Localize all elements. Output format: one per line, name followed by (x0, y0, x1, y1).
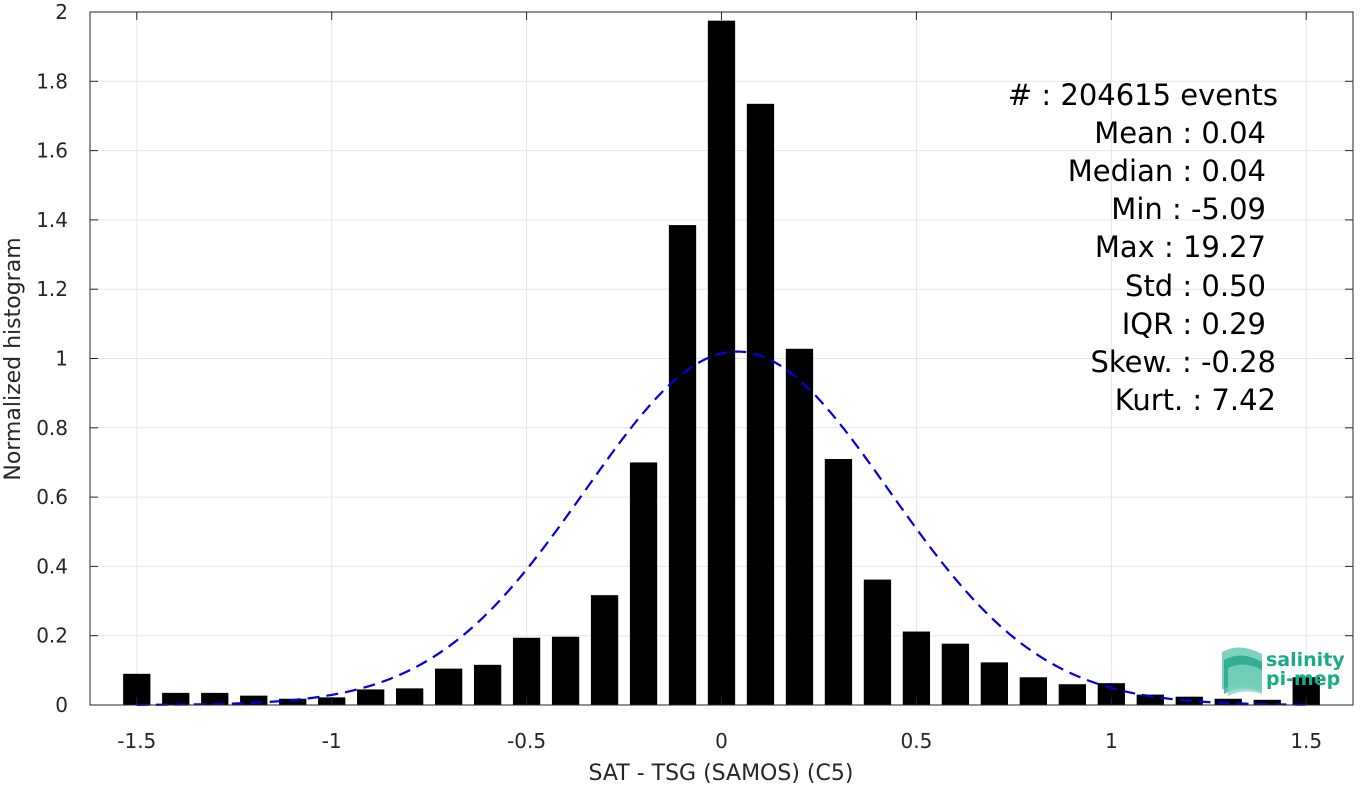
wave-logo-icon (1222, 647, 1262, 696)
y-axis-label: Normalized histogram (1, 237, 26, 480)
x-tick-label: 0.5 (901, 729, 933, 753)
x-tick-label: -1 (322, 729, 342, 753)
x-tick-label: -1.5 (117, 729, 156, 753)
histogram-bar (279, 698, 307, 705)
gaussian-fit-curve (136, 350, 1307, 706)
histogram-bar (1253, 699, 1281, 705)
x-axis-ticks: -1.5 -1 -0.5 0 0.5 1 1.5 (117, 12, 1322, 753)
x-tick-label: 0 (715, 729, 728, 753)
histogram-bar (590, 595, 619, 705)
histogram-bar (396, 688, 424, 705)
y-tick-label: 0 (55, 693, 68, 717)
histogram-bar (629, 462, 658, 705)
x-axis-label: SAT - TSG (SAMOS) (C5) (589, 761, 854, 785)
histogram-bar (434, 668, 463, 705)
histogram-bar (240, 695, 268, 705)
x-tick-label: 1.5 (1290, 729, 1322, 753)
histogram-bar (162, 692, 190, 705)
stat-mean: Mean : 0.04 (1094, 116, 1266, 150)
histogram-bar (941, 643, 970, 705)
histogram-bar (980, 662, 1009, 705)
histogram-bar (746, 103, 775, 705)
histogram-bar (357, 689, 385, 705)
histogram-bar (551, 636, 580, 705)
y-tick-label: 1.6 (36, 139, 68, 163)
y-tick-label: 1.8 (36, 69, 68, 93)
stat-skewness: Skew. : -0.28 (1090, 345, 1276, 379)
statistics-panel: # : 204615 events Mean : 0.04 Median : 0… (1008, 78, 1278, 417)
histogram-bar (1058, 684, 1086, 705)
histogram-bar (1097, 683, 1125, 705)
y-tick-label: 2 (55, 0, 68, 24)
histogram-bar (473, 664, 502, 705)
y-tick-label: 0.4 (36, 554, 68, 578)
y-tick-label: 1.4 (36, 208, 68, 232)
y-tick-label: 1 (55, 347, 68, 371)
stat-std: Std : 0.50 (1125, 269, 1266, 303)
stat-events: # : 204615 events (1008, 78, 1278, 112)
histogram-bar (1136, 694, 1164, 705)
histogram-bar (863, 579, 892, 705)
histogram-bar (1214, 698, 1242, 705)
histogram-bar (512, 637, 541, 705)
stat-kurtosis: Kurt. : 7.42 (1115, 383, 1276, 417)
salinity-pi-mep-logo: salinity pi-mep (1222, 647, 1345, 696)
stat-iqr: IQR : 0.29 (1122, 307, 1266, 341)
stat-median: Median : 0.04 (1068, 154, 1266, 188)
y-tick-label: 0.2 (36, 624, 68, 648)
histogram-bar (824, 458, 853, 705)
histogram-bar (668, 225, 697, 705)
histogram-bar (201, 692, 229, 705)
y-tick-label: 1.2 (36, 277, 68, 301)
histogram-bar (785, 348, 814, 705)
stat-max: Max : 19.27 (1095, 230, 1266, 264)
stat-min: Min : -5.09 (1111, 192, 1266, 226)
histogram-bar (902, 631, 931, 705)
x-tick-label: 1 (1105, 729, 1118, 753)
x-tick-label: -0.5 (507, 729, 546, 753)
histogram-bar (1019, 677, 1047, 705)
y-tick-label: 0.6 (36, 485, 68, 509)
histogram-bar (707, 20, 736, 706)
logo-text-pi-mep: pi-mep (1266, 668, 1340, 690)
y-tick-label: 0.8 (36, 416, 68, 440)
y-axis-ticks: 0 0.2 0.4 0.6 0.8 1 1.2 1.4 1.6 1.8 2 (36, 0, 1353, 717)
logo-text-salinity: salinity (1266, 649, 1345, 671)
